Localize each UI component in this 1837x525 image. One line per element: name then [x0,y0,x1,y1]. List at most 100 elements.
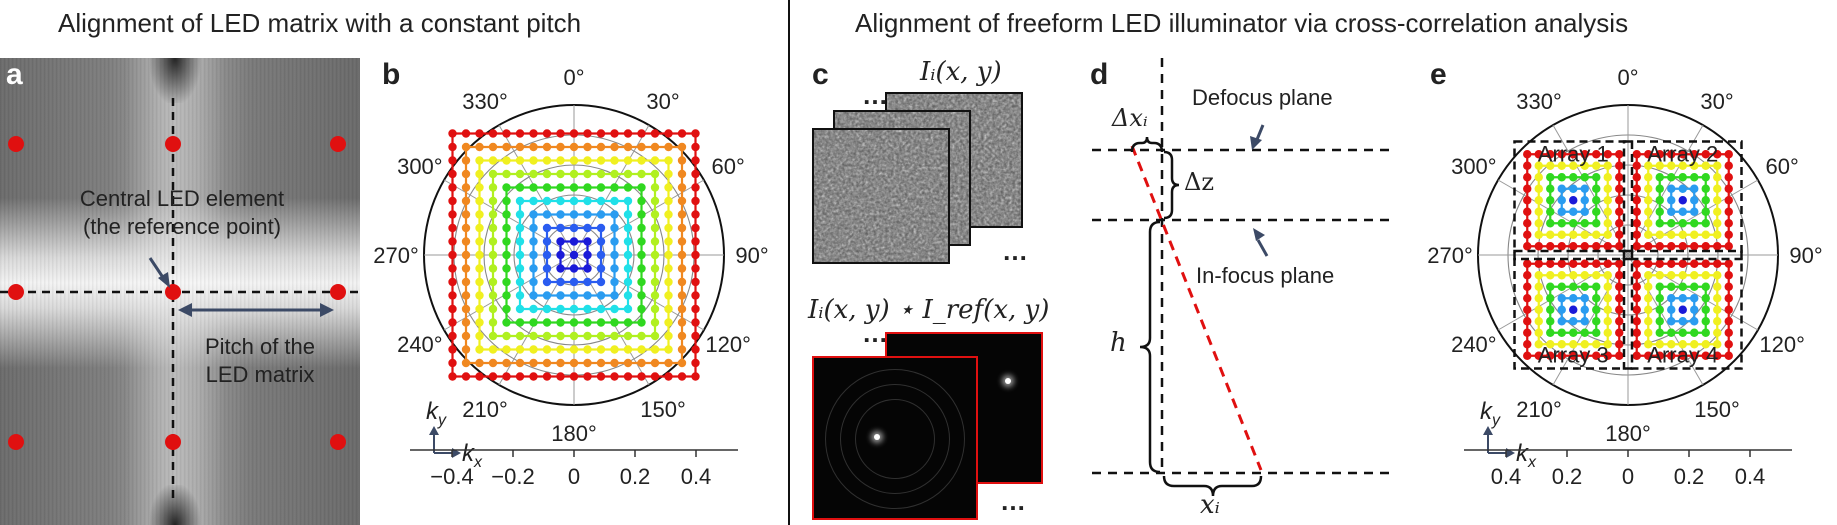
angle-label: 120° [705,332,751,357]
noise-image-front [812,128,950,264]
led-dot [1523,196,1532,205]
led-dot [1713,196,1722,205]
led-dot [1701,294,1710,303]
led-dot [1615,282,1624,291]
led-dot [1546,271,1555,280]
led-dot [1592,282,1601,291]
led-dot [1615,317,1624,326]
led-dot [1546,351,1555,360]
led-dot [475,196,484,206]
led-dot [1592,173,1601,182]
led-dot [556,277,565,287]
led-dot [569,142,579,152]
led-dot [1701,219,1710,228]
led-dot [1655,282,1664,291]
panel-b-label: b [382,58,401,91]
led-dot [583,237,592,246]
led-dot [583,372,592,381]
axis-tick-label: 0.2 [1674,464,1705,489]
panel-a-label: a [6,58,23,91]
led-dot [1667,207,1676,216]
led-dot [556,291,565,300]
section-divider [788,0,790,525]
led-dot [461,372,471,381]
led-dot [448,291,457,300]
led-dot [664,304,673,314]
led-dot [1678,259,1687,268]
x-i-label: xᵢ [1200,490,1220,520]
led-dot [1569,184,1578,193]
led-dot [529,358,538,368]
led-dot [542,223,552,233]
led-dot [461,156,471,165]
led-dot [515,250,525,260]
led-dot [488,223,498,233]
led-dot [1724,150,1733,159]
led-dot [448,129,457,138]
led-dot [1655,207,1664,216]
led-dot [583,129,592,138]
led-dot [1667,340,1676,349]
led-dot [1534,294,1543,303]
led-dot [623,223,633,233]
led-dot [1632,351,1641,360]
led-dot [556,169,565,179]
led-dot [542,183,552,192]
led-dot [529,156,538,165]
led-dot [1724,196,1733,205]
led-dot [542,210,552,219]
led-dot [610,169,619,179]
led-dot [502,223,511,233]
led-dot [502,345,511,354]
led-dot [1690,242,1699,251]
led-dot [677,183,687,192]
led-dot [1678,184,1687,193]
led-dot [1644,294,1653,303]
led-dot [1603,184,1612,193]
led-dot [1546,282,1555,291]
led-dot [637,372,646,381]
led-dot [488,169,498,179]
led-dot [1615,196,1624,205]
led-dot [1546,305,1555,314]
led-dot [691,318,700,327]
led-dot [637,183,646,192]
led-dot [1592,328,1601,337]
led-dot [1580,196,1589,205]
led-dot [650,169,660,179]
led-dot [1701,259,1710,268]
led-dot [1592,196,1601,205]
led-dot [1701,271,1710,280]
angle-label: 240° [397,332,443,357]
led-dot [556,358,565,368]
led-dot [1557,294,1566,303]
led-dot [596,291,606,300]
led-dot [1655,196,1664,205]
led-dot [1603,271,1612,280]
led-dot [515,291,525,300]
led-dot [529,223,538,233]
led-dot [664,142,673,152]
led-dot [1603,161,1612,170]
central-led-label-line2: (the reference point) [82,214,282,239]
led-dot [664,250,673,260]
led-dot [1713,259,1722,268]
angle-label: 0° [1617,65,1638,90]
led-dot [488,210,498,219]
led-dot [583,223,592,233]
led-dot [583,304,592,314]
led-dot [1655,271,1664,280]
led-dot [1546,184,1555,193]
led-dot [1667,351,1676,360]
led-dot [475,372,484,381]
led-dot [1615,230,1624,239]
angle-label: 30° [646,89,679,114]
axis-tick-label: 0.2 [620,464,651,489]
led-dot [1592,161,1601,170]
led-dot [664,169,673,179]
led-dot [677,345,687,354]
led-dot [475,358,484,368]
axis-tick-label: 0.4 [1491,464,1522,489]
axis-tick-label: −0.4 [430,464,473,489]
led-dot [488,318,498,327]
